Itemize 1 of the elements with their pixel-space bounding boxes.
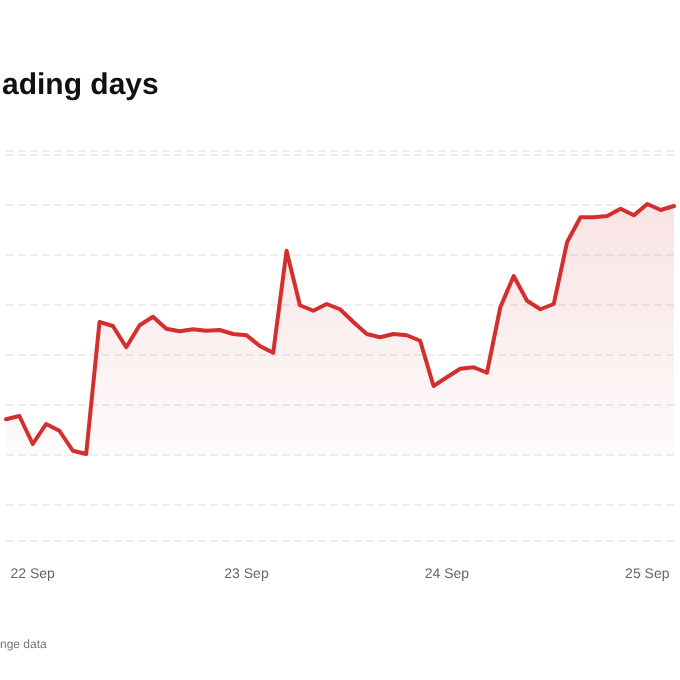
chart-title: ading days: [2, 68, 159, 102]
